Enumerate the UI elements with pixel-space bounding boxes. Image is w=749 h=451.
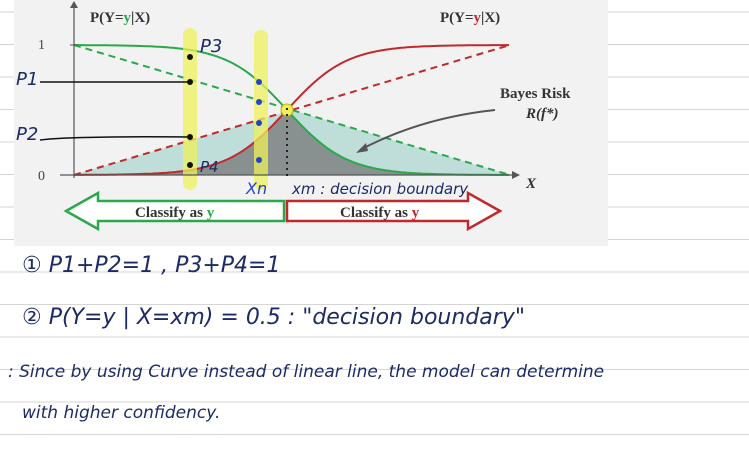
- left-axis-label: P(Y=y|X): [90, 10, 150, 26]
- point-label: P2: [16, 124, 38, 145]
- pointer: [359, 109, 496, 151]
- point: [187, 79, 193, 85]
- classify-left-arrow: [63, 190, 286, 232]
- pointer-head: [356, 143, 368, 153]
- point: [187, 54, 193, 60]
- note-line: with higher confidency.: [22, 403, 220, 423]
- point: [256, 120, 262, 126]
- point-label: P1: [16, 69, 38, 90]
- boundary-label: xm : decision boundary: [291, 180, 469, 198]
- highlight-bar: [254, 30, 268, 190]
- bayes-risk-label: Bayes Risk: [500, 86, 571, 102]
- point: [256, 157, 262, 163]
- right-arrow-label: Classify as y: [340, 205, 420, 221]
- note-line: ② P(Y=y | X=xm) = 0.5 : "decision bounda…: [22, 305, 525, 330]
- xn-label: Xn: [245, 179, 267, 198]
- point-label: P4: [200, 158, 219, 176]
- y-tick-label: 1: [38, 38, 45, 53]
- right-axis-label: P(Y=y|X): [440, 10, 500, 26]
- axis-arrow: [70, 1, 78, 8]
- bayes-risk-area: [74, 110, 510, 175]
- highlight-bar: [183, 28, 197, 190]
- dashed-green: [73, 44, 511, 176]
- axis-arrow: [512, 171, 520, 179]
- bayes-risk-formula: R(f*): [525, 106, 559, 122]
- y-tick-label: 0: [38, 169, 45, 184]
- point: [187, 162, 193, 168]
- x-axis-label: X: [525, 176, 537, 192]
- note-line: ① P1+P2=1 , P3+P4=1: [22, 253, 280, 278]
- classify-right-arrow: [285, 190, 503, 232]
- red-curve: [74, 44, 509, 176]
- point: [187, 134, 193, 140]
- dashed-red: [73, 44, 511, 176]
- point: [256, 79, 262, 85]
- note-line: : Since by using Curve instead of linear…: [8, 362, 604, 382]
- green-curve: [74, 44, 509, 176]
- pointer-line: [39, 136, 189, 141]
- point-label: P3: [200, 36, 222, 57]
- left-arrow-label: Classify as y: [135, 205, 215, 221]
- point: [256, 99, 262, 105]
